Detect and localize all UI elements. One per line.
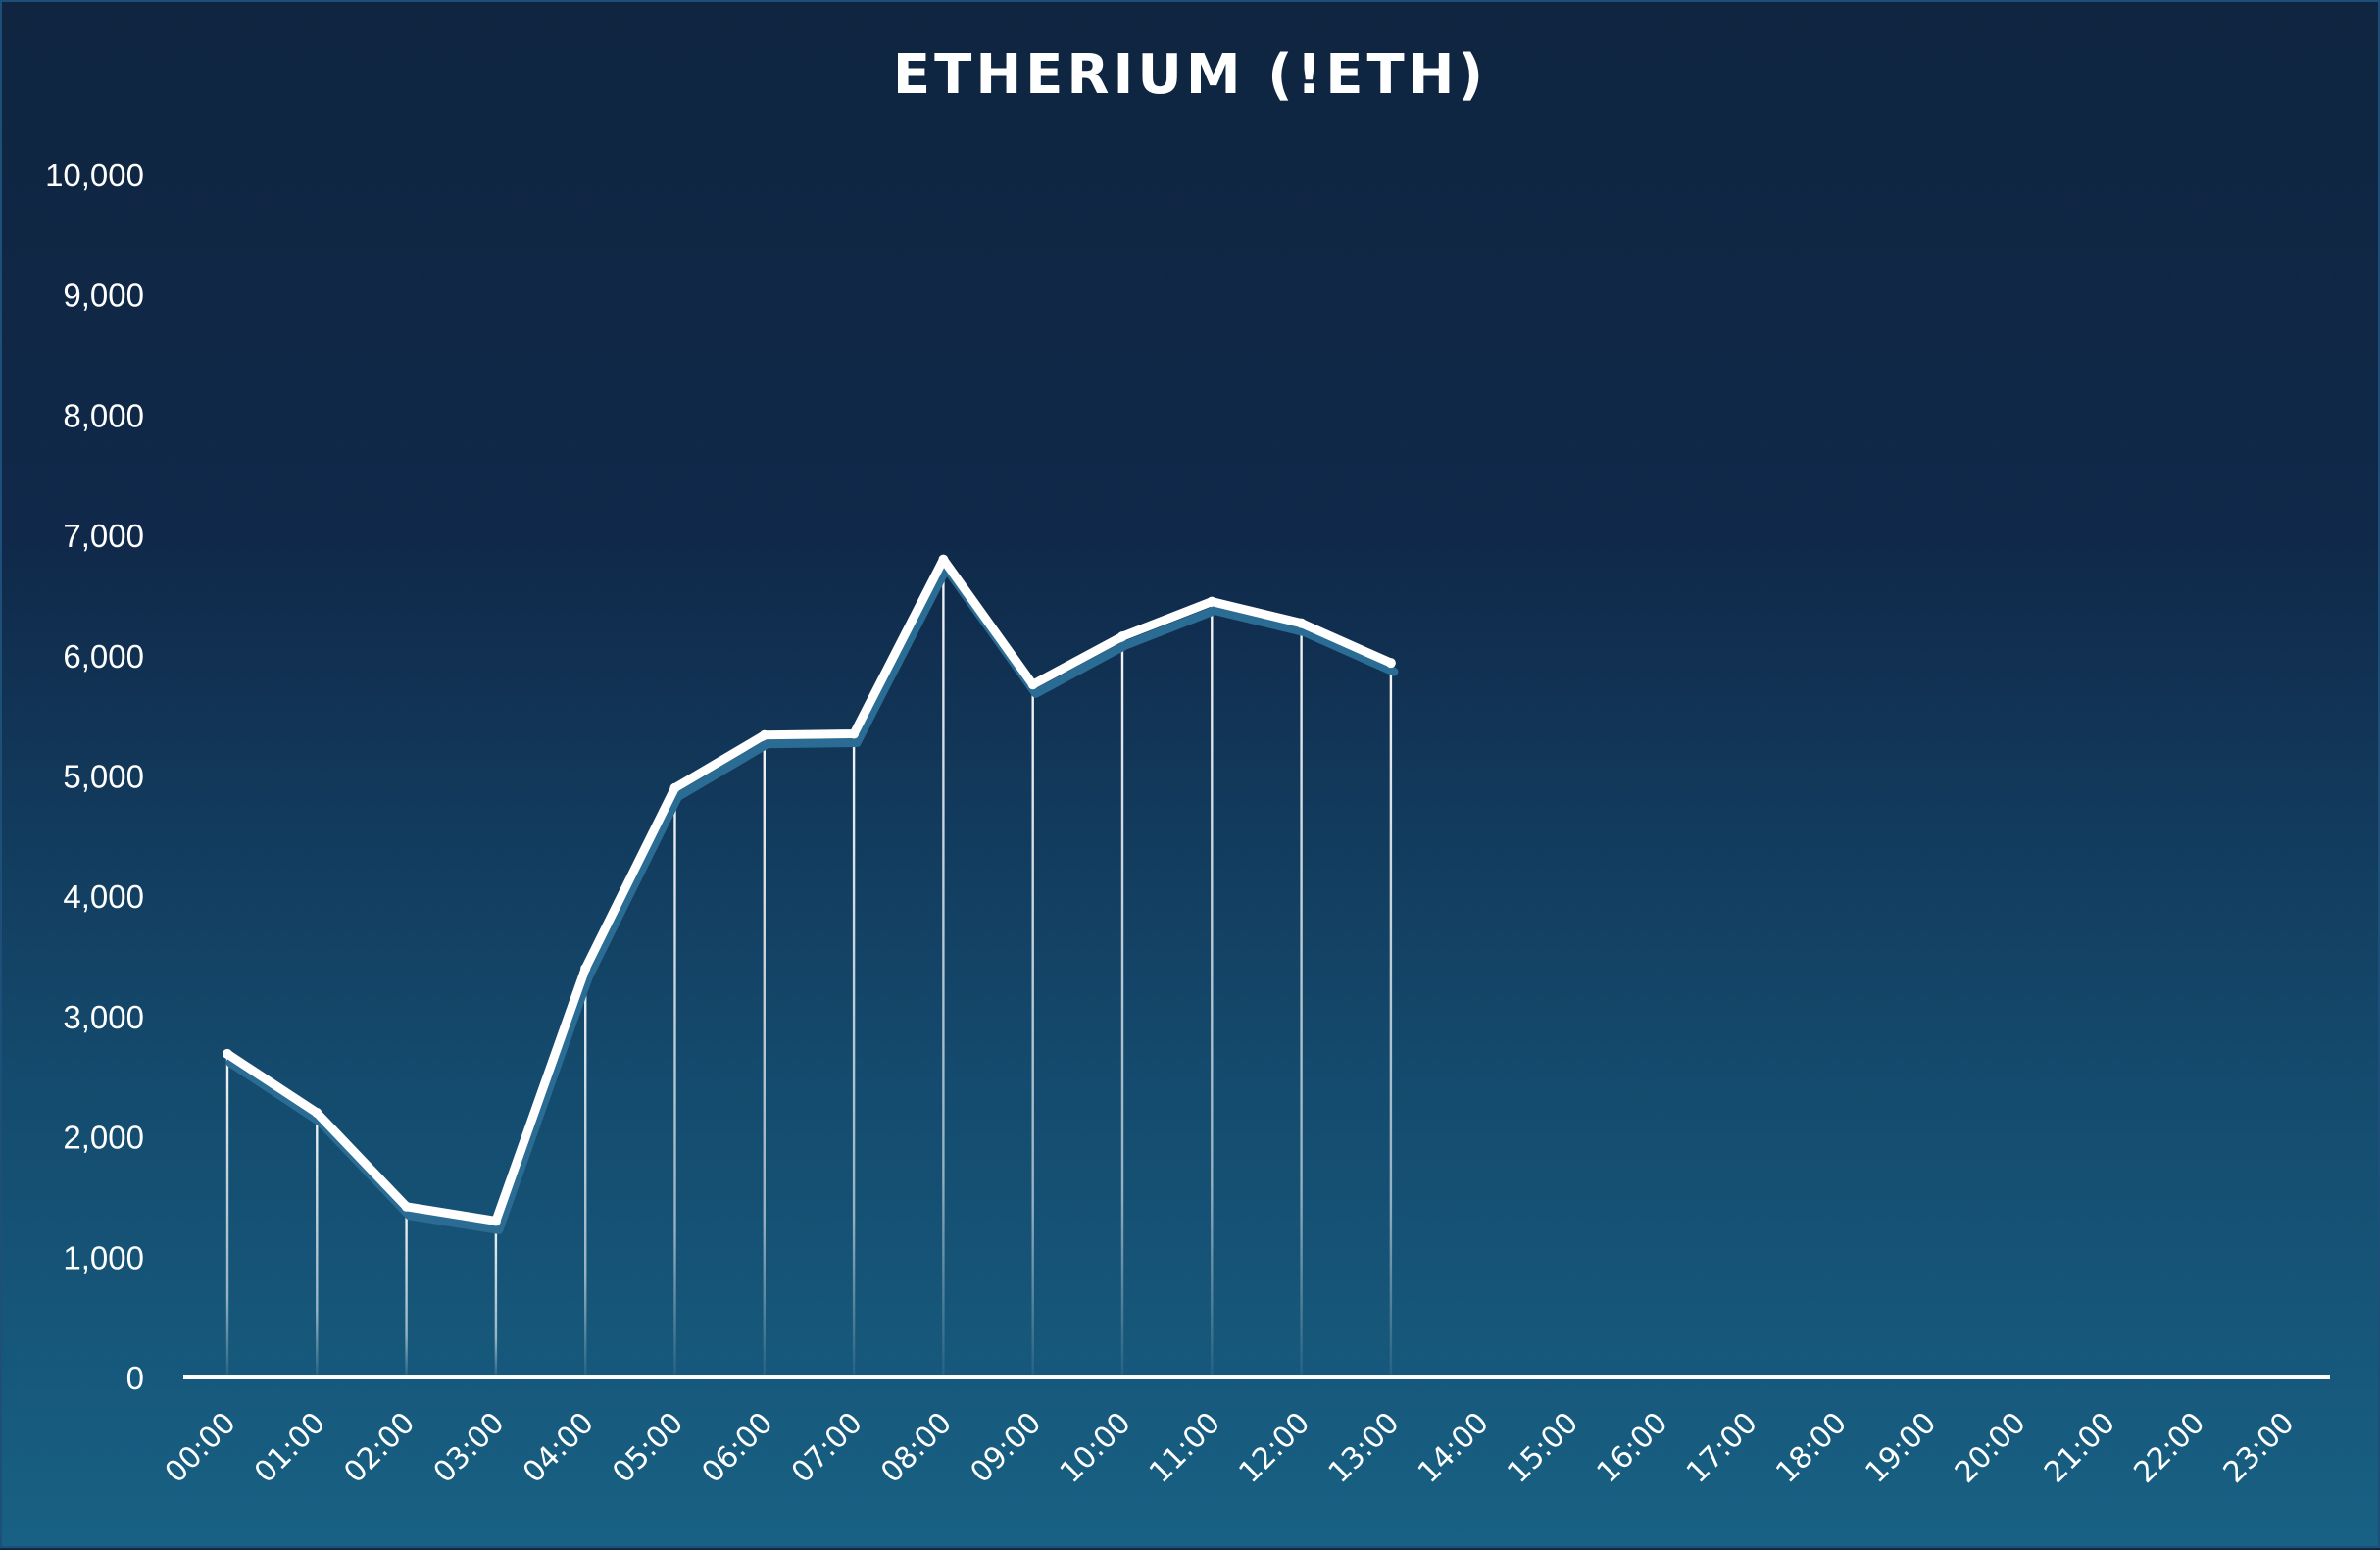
y-tick-label: 2,000 [63,1120,144,1156]
drop-line [852,733,856,1377]
drop-line [673,787,676,1377]
x-tick-label: 20:00 [1949,1406,2033,1490]
x-tick-label: 14:00 [1412,1406,1496,1490]
drop-line [405,1206,408,1377]
drop-line [225,1053,229,1377]
x-tick-label: 00:00 [159,1406,243,1490]
x-tick-label: 13:00 [1322,1406,1407,1490]
drop-line [1120,636,1124,1377]
y-tick-label: 8,000 [63,397,144,433]
data-point [1117,631,1127,642]
y-tick-label: 5,000 [63,759,144,795]
x-tick-label: 07:00 [785,1406,869,1490]
x-tick-label: 17:00 [1680,1406,1764,1490]
data-point [759,729,769,740]
y-tick-label: 9,000 [63,277,144,314]
x-tick-label: 05:00 [606,1406,690,1490]
data-point [223,1048,232,1059]
drop-line [1300,623,1303,1377]
x-tick-label: 11:00 [1143,1406,1227,1490]
x-tick-label: 22:00 [2127,1406,2211,1490]
data-point [401,1201,412,1212]
x-tick-label: 02:00 [337,1406,421,1490]
drop-line [942,559,945,1377]
drop-line [763,734,766,1377]
y-tick-label: 6,000 [63,638,144,675]
data-point [1385,658,1396,669]
drop-line [1211,601,1214,1377]
x-tick-label: 10:00 [1054,1406,1138,1490]
x-tick-label: 09:00 [964,1406,1048,1490]
data-point [1296,618,1307,628]
y-tick-label: 1,000 [63,1239,144,1275]
y-tick-label: 0 [126,1360,144,1396]
x-tick-label: 23:00 [2217,1406,2302,1490]
data-point [1207,596,1217,607]
data-point [669,782,680,793]
series-line-shadow [225,564,1399,1234]
x-tick-label: 15:00 [1501,1406,1585,1490]
data-point [1027,679,1038,690]
data-point [580,963,591,974]
y-tick-label: 3,000 [63,999,144,1035]
data-point [312,1108,322,1119]
x-tick-label: 01:00 [248,1406,332,1490]
data-point [490,1216,501,1226]
x-tick-label: 03:00 [427,1406,512,1490]
x-tick-label: 19:00 [1859,1406,1943,1490]
x-tick-label: 08:00 [874,1406,959,1490]
series-line [223,555,1396,1225]
x-tick-label: 21:00 [2038,1406,2122,1490]
drop-line [584,968,587,1377]
drop-line [1031,684,1034,1377]
drop-line [1389,663,1393,1377]
x-tick-label: 18:00 [1769,1406,1854,1490]
y-tick-label: 4,000 [63,878,144,915]
drop-line [316,1113,319,1377]
data-point [938,554,949,565]
x-tick-label: 16:00 [1591,1406,1675,1490]
x-tick-label: 12:00 [1232,1406,1316,1490]
x-tick-label: 06:00 [696,1406,780,1490]
chart-title: ETHERIUM (!ETH) [892,43,1488,107]
y-tick-label: 7,000 [63,518,144,554]
data-point [849,728,860,739]
x-tick-label: 04:00 [517,1406,601,1490]
y-tick-label: 10,000 [45,157,144,193]
drop-line [494,1221,498,1377]
